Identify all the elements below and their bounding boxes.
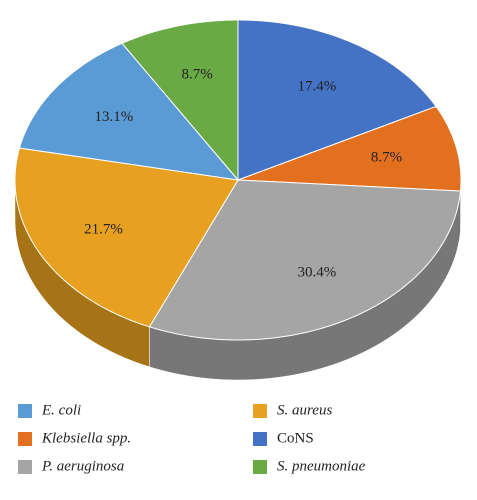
legend-label: CoNS [277, 430, 314, 446]
data-label: 8.7% [371, 149, 402, 165]
legend-label: E. coli [41, 402, 81, 418]
legend-label: P. aeruginosa [41, 458, 124, 474]
legend-swatch [253, 432, 267, 446]
slice [14, 147, 239, 328]
slice [237, 105, 462, 192]
slice [18, 42, 240, 181]
slice [121, 19, 239, 182]
data-label: 17.4% [297, 78, 336, 94]
legend-swatch [18, 404, 32, 418]
legend-swatch [18, 460, 32, 474]
data-label: 30.4% [297, 264, 336, 280]
legend-swatch [253, 460, 267, 474]
slice [237, 19, 437, 181]
legend-swatch [18, 432, 32, 446]
slice [148, 179, 462, 341]
legend-label: S. aureus [277, 402, 332, 418]
data-label: 21.7% [84, 222, 123, 238]
data-label: 8.7% [181, 67, 212, 83]
legend-label: S. pneumoniae [277, 458, 366, 474]
data-label: 13.1% [95, 109, 134, 125]
legend-swatch [253, 404, 267, 418]
legend-label: Klebsiella spp. [41, 430, 131, 446]
